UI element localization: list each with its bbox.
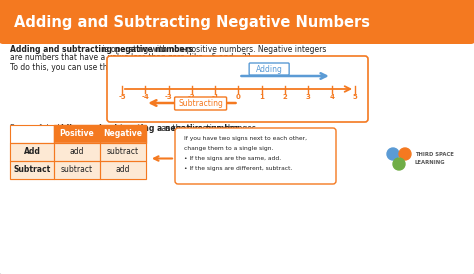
- Bar: [10, 143, 54, 161]
- Bar: [10, 125, 54, 143]
- Text: -1: -1: [211, 94, 219, 100]
- Bar: [3, 22, 471, 40]
- Circle shape: [387, 148, 399, 160]
- Bar: [10, 161, 54, 179]
- Bar: [100, 125, 146, 143]
- Bar: [54, 143, 100, 161]
- Text: -4: -4: [141, 94, 149, 100]
- Bar: [100, 125, 146, 143]
- Bar: [100, 161, 146, 179]
- Text: To do this, you can use the number line.: To do this, you can use the number line.: [10, 63, 163, 72]
- Text: • If the signs are the same, add.: • If the signs are the same, add.: [184, 156, 281, 161]
- Bar: [54, 161, 100, 179]
- Text: Adding and subtracting negative numbers: Adding and subtracting negative numbers: [10, 45, 193, 54]
- Text: THIRD SPACE: THIRD SPACE: [415, 153, 454, 158]
- Text: change them to a single sign.: change them to a single sign.: [184, 146, 273, 151]
- FancyBboxPatch shape: [175, 128, 336, 184]
- Bar: [54, 143, 100, 161]
- FancyBboxPatch shape: [107, 56, 368, 122]
- FancyBboxPatch shape: [0, 0, 474, 44]
- Text: 3: 3: [306, 94, 311, 100]
- Bar: [10, 161, 54, 179]
- Circle shape: [399, 148, 411, 160]
- Text: • If the signs are different, subtract.: • If the signs are different, subtract.: [184, 166, 292, 171]
- Text: Negative: Negative: [103, 130, 143, 138]
- Text: Subtract: Subtract: [13, 165, 51, 175]
- Text: 2: 2: [283, 94, 287, 100]
- Text: If you have two signs next to each other,: If you have two signs next to each other…: [184, 136, 307, 141]
- Text: -3: -3: [165, 94, 173, 100]
- Text: 1: 1: [259, 94, 264, 100]
- Bar: [54, 125, 100, 143]
- Text: LEARNING: LEARNING: [415, 159, 446, 164]
- Text: subtract: subtract: [61, 165, 93, 175]
- Bar: [54, 125, 100, 143]
- Text: -5: -5: [118, 94, 126, 100]
- Text: Add: Add: [24, 147, 40, 156]
- Text: 4: 4: [329, 94, 334, 100]
- Text: Be careful when: Be careful when: [10, 124, 74, 133]
- Text: -2: -2: [188, 94, 196, 100]
- Text: adding and subtracting a negative number: adding and subtracting a negative number: [53, 124, 239, 133]
- Text: is operating with non-positive numbers. Negative integers: is operating with non-positive numbers. …: [100, 45, 327, 54]
- Text: subtract: subtract: [107, 147, 139, 156]
- FancyBboxPatch shape: [249, 63, 289, 75]
- Text: 5: 5: [353, 94, 357, 100]
- Bar: [100, 143, 146, 161]
- Bar: [10, 143, 54, 161]
- Bar: [100, 143, 146, 161]
- Bar: [100, 161, 146, 179]
- Text: Subtracting: Subtracting: [178, 99, 223, 108]
- Text: 0: 0: [236, 94, 241, 100]
- Text: are numbers that have a value less than zero, like −5 and −21.: are numbers that have a value less than …: [10, 53, 254, 62]
- Text: Adding: Adding: [255, 64, 283, 73]
- Text: Adding and Subtracting Negative Numbers: Adding and Subtracting Negative Numbers: [14, 15, 370, 30]
- Text: as the direction changes.: as the direction changes.: [159, 124, 258, 133]
- Text: add: add: [116, 165, 130, 175]
- Bar: [54, 161, 100, 179]
- FancyBboxPatch shape: [174, 97, 227, 110]
- Text: add: add: [70, 147, 84, 156]
- Text: Positive: Positive: [60, 130, 94, 138]
- Bar: [10, 125, 54, 143]
- Circle shape: [393, 158, 405, 170]
